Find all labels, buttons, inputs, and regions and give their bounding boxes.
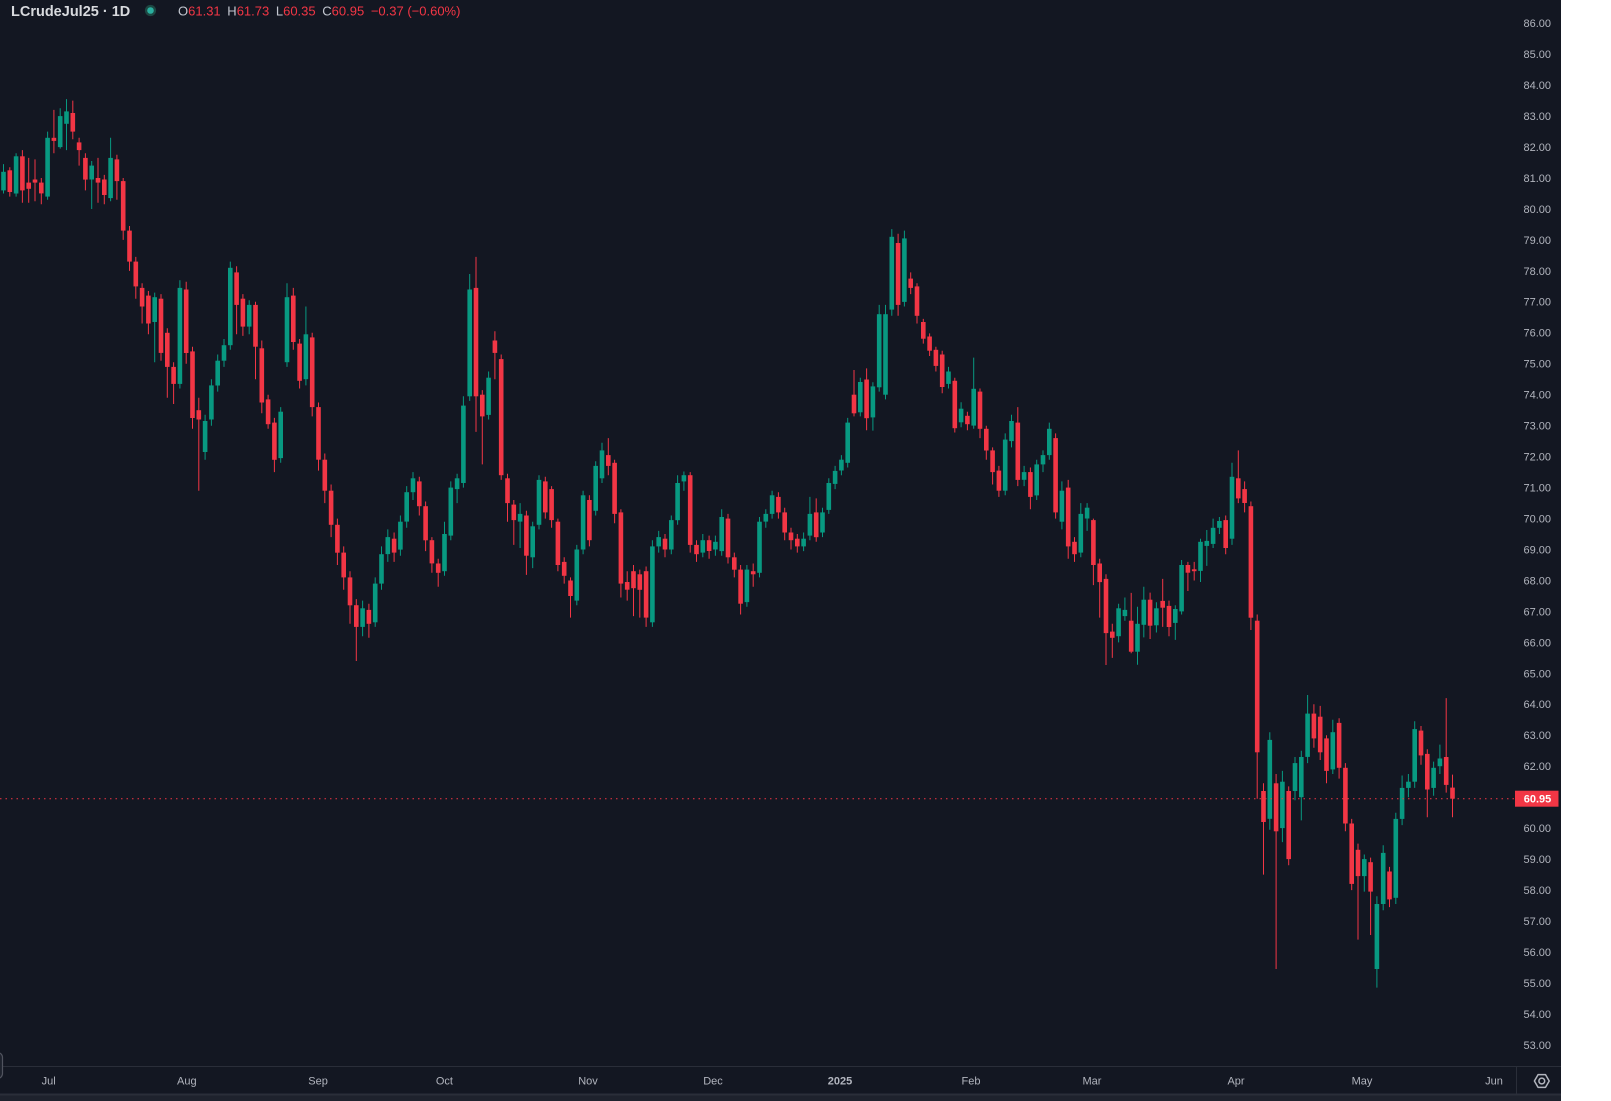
svg-text:O61.31 H61.73 L60.35 C60.95 −0: O61.31 H61.73 L60.35 C60.95 −0.37 (−0.60… xyxy=(178,4,460,19)
svg-text:Sep: Sep xyxy=(308,1076,328,1088)
svg-text:Apr: Apr xyxy=(1227,1076,1244,1088)
svg-text:63.00: 63.00 xyxy=(1524,730,1552,742)
svg-text:May: May xyxy=(1352,1076,1373,1088)
svg-text:72.00: 72.00 xyxy=(1524,452,1552,464)
svg-text:86.00: 86.00 xyxy=(1524,18,1552,30)
svg-text:Oct: Oct xyxy=(436,1076,453,1088)
svg-text:69.00: 69.00 xyxy=(1524,544,1552,556)
svg-text:Feb: Feb xyxy=(962,1076,981,1088)
svg-text:68.00: 68.00 xyxy=(1524,575,1552,587)
svg-text:82.00: 82.00 xyxy=(1524,142,1552,154)
svg-text:73.00: 73.00 xyxy=(1524,421,1552,433)
svg-text:75.00: 75.00 xyxy=(1524,359,1552,371)
svg-text:66.00: 66.00 xyxy=(1524,637,1552,649)
svg-text:78.00: 78.00 xyxy=(1524,266,1552,278)
svg-text:74.00: 74.00 xyxy=(1524,390,1552,402)
svg-text:LCrudeJul25 · 1D: LCrudeJul25 · 1D xyxy=(11,4,130,20)
svg-text:80.00: 80.00 xyxy=(1524,204,1552,216)
svg-text:Nov: Nov xyxy=(578,1076,598,1088)
svg-text:58.00: 58.00 xyxy=(1524,885,1552,897)
svg-text:84.00: 84.00 xyxy=(1524,80,1552,92)
svg-text:81.00: 81.00 xyxy=(1524,173,1552,185)
svg-text:60.00: 60.00 xyxy=(1524,823,1552,835)
svg-text:2025: 2025 xyxy=(828,1076,852,1088)
svg-text:83.00: 83.00 xyxy=(1524,111,1552,123)
svg-text:Jul: Jul xyxy=(42,1076,56,1088)
svg-text:55.00: 55.00 xyxy=(1524,978,1552,990)
svg-text:Jun: Jun xyxy=(1485,1076,1503,1088)
svg-text:60.95: 60.95 xyxy=(1524,794,1552,806)
svg-text:67.00: 67.00 xyxy=(1524,606,1552,618)
svg-text:56.00: 56.00 xyxy=(1524,947,1552,959)
svg-text:59.00: 59.00 xyxy=(1524,854,1552,866)
svg-text:65.00: 65.00 xyxy=(1524,668,1552,680)
svg-text:70.00: 70.00 xyxy=(1524,514,1552,526)
svg-text:57.00: 57.00 xyxy=(1524,916,1552,928)
svg-text:62.00: 62.00 xyxy=(1524,761,1552,773)
svg-text:Mar: Mar xyxy=(1083,1076,1102,1088)
svg-text:64.00: 64.00 xyxy=(1524,699,1552,711)
svg-text:85.00: 85.00 xyxy=(1524,49,1552,61)
svg-text:54.00: 54.00 xyxy=(1524,1009,1552,1021)
svg-text:77.00: 77.00 xyxy=(1524,297,1552,309)
svg-text:Aug: Aug xyxy=(177,1076,197,1088)
svg-text:71.00: 71.00 xyxy=(1524,483,1552,495)
svg-text:79.00: 79.00 xyxy=(1524,235,1552,247)
svg-text:53.00: 53.00 xyxy=(1524,1040,1552,1052)
svg-text:76.00: 76.00 xyxy=(1524,328,1552,340)
svg-text:Dec: Dec xyxy=(703,1076,723,1088)
